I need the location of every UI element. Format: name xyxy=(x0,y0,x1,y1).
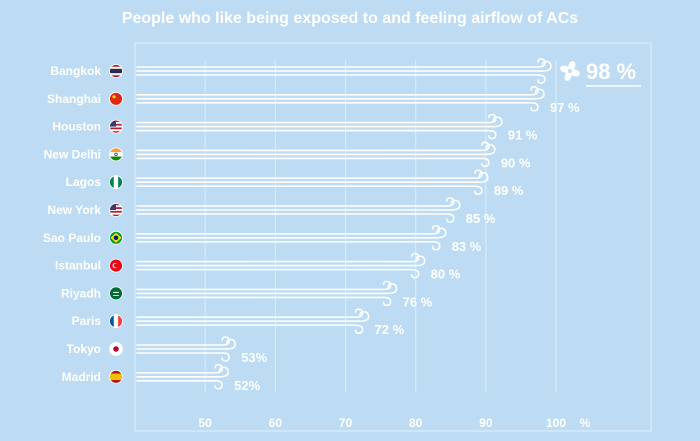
category-label: Paris xyxy=(72,314,102,328)
fan-icon xyxy=(560,61,580,81)
value-label: 91 % xyxy=(508,128,538,143)
category-labels: Bangkok Shanghai Houston New Delhi Lagos New … xyxy=(43,64,101,384)
flag-icon xyxy=(109,91,123,106)
x-tick-label: 70 xyxy=(339,416,353,430)
value-label: 97 % xyxy=(550,100,580,115)
value-label: 72 % xyxy=(375,322,405,337)
flag-icon xyxy=(109,342,123,356)
value-label: 89 % xyxy=(494,183,524,198)
flag-icon xyxy=(109,64,123,78)
x-axis-unit: % xyxy=(580,416,591,430)
bar xyxy=(136,197,461,223)
chart-title: People who like being exposed to and fee… xyxy=(122,10,578,27)
x-tick-label: 60 xyxy=(269,416,283,430)
flag-icon xyxy=(109,258,123,273)
bar xyxy=(136,141,496,168)
flags xyxy=(109,64,123,384)
plot-frame xyxy=(134,42,652,432)
x-tick-label: 80 xyxy=(409,416,423,430)
bars xyxy=(136,58,552,390)
flag-icon xyxy=(109,175,123,190)
value-label: 85 % xyxy=(466,211,496,226)
x-axis: 50 60 70 80 90 100% xyxy=(198,416,590,430)
value-label: 53% xyxy=(241,350,267,365)
category-label: Istanbul xyxy=(55,259,101,273)
x-tick-label: 90 xyxy=(479,416,493,430)
x-tick-label: 100 xyxy=(546,416,566,430)
value-label: 80 % xyxy=(431,267,461,282)
bar xyxy=(136,364,229,390)
category-label: Sao Paulo xyxy=(43,231,101,245)
bar xyxy=(136,336,236,362)
category-label: New Delhi xyxy=(44,147,101,161)
flag-icon xyxy=(109,119,123,134)
flag-icon xyxy=(109,286,123,301)
flag-icon xyxy=(109,203,123,217)
category-label: New York xyxy=(47,203,101,217)
flag-icon xyxy=(109,314,123,329)
category-label: Madrid xyxy=(62,370,101,384)
value-label: 76 % xyxy=(403,294,433,309)
category-label: Houston xyxy=(52,120,101,134)
bar xyxy=(136,58,552,84)
value-label: 90 % xyxy=(501,155,531,170)
bar xyxy=(136,252,426,279)
value-label: 52% xyxy=(234,378,260,393)
bar xyxy=(136,169,489,195)
x-tick-label: 50 xyxy=(198,416,212,430)
category-label: Shanghai xyxy=(47,92,101,106)
bar xyxy=(136,86,545,112)
bar xyxy=(136,308,370,334)
category-label: Lagos xyxy=(66,175,102,189)
grid xyxy=(204,60,557,392)
bar xyxy=(136,225,447,251)
category-label: Tokyo xyxy=(67,342,101,356)
flag-icon xyxy=(109,230,123,245)
bar xyxy=(136,113,503,140)
value-label: 83 % xyxy=(452,239,482,254)
flag-icon xyxy=(109,369,123,384)
category-label: Riyadh xyxy=(61,286,101,300)
value-labels: 98 % 97 % 91 % 90 % 89 % 85 % 83 % 80 % 76 % 72 %… xyxy=(234,59,641,393)
flag-icon xyxy=(109,147,123,162)
bar xyxy=(136,280,398,307)
value-label: 98 % xyxy=(586,59,636,84)
category-label: Bangkok xyxy=(50,64,101,78)
